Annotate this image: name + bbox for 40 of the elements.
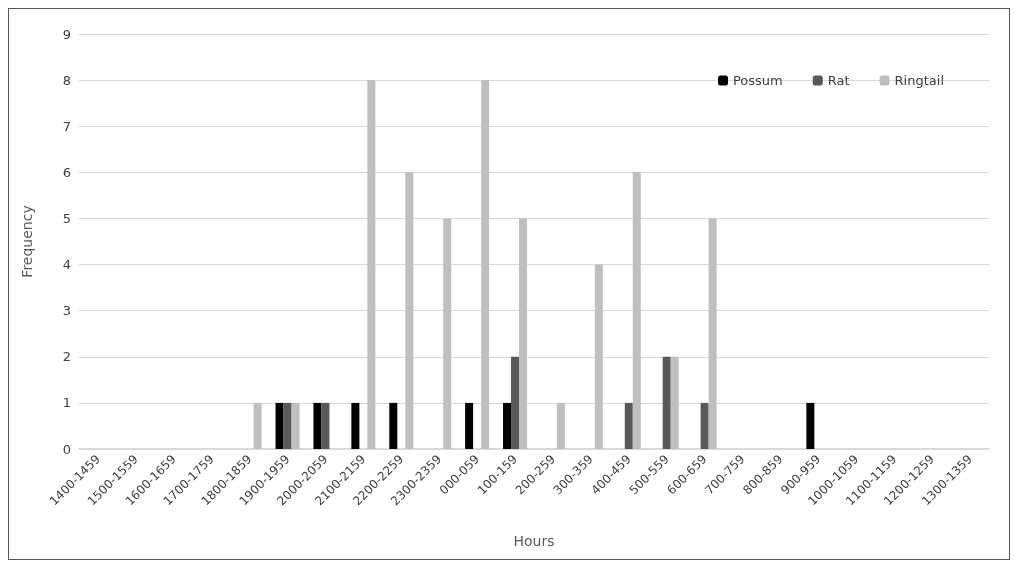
y-tick-label: 5	[62, 210, 71, 226]
bar	[481, 80, 490, 449]
bar	[670, 356, 679, 449]
legend-label: Ringtail	[894, 73, 945, 88]
y-tick-label: 7	[62, 118, 71, 134]
bar	[283, 402, 292, 449]
bar	[503, 402, 512, 449]
bar	[405, 172, 414, 449]
bar	[351, 402, 360, 449]
y-tick-label: 9	[62, 26, 71, 42]
bar	[632, 172, 641, 449]
bar	[511, 356, 520, 449]
bar	[708, 218, 717, 449]
y-tick-label: 1	[62, 395, 71, 411]
legend-label: Rat	[827, 73, 850, 88]
legend-label: Possum	[732, 73, 783, 88]
y-tick-label: 2	[62, 349, 71, 365]
bar	[556, 402, 565, 449]
y-tick-label: 0	[62, 441, 71, 457]
bar	[624, 402, 633, 449]
bar	[367, 80, 376, 449]
bar	[519, 218, 528, 449]
bar	[321, 402, 330, 449]
bar	[662, 356, 671, 449]
bar	[465, 402, 474, 449]
bar	[806, 402, 815, 449]
bar	[443, 218, 452, 449]
y-tick-label: 6	[62, 164, 71, 180]
bar	[389, 402, 398, 449]
bar	[253, 402, 262, 449]
y-tick-label: 8	[62, 72, 71, 88]
bar	[594, 264, 603, 449]
y-axis-title: Frequency	[19, 205, 35, 278]
bar	[700, 402, 709, 449]
y-tick-label: 3	[62, 303, 71, 319]
bar	[291, 402, 300, 449]
x-axis-title: Hours	[513, 533, 555, 549]
y-tick-label: 4	[62, 257, 71, 273]
bar	[275, 402, 284, 449]
bar	[313, 402, 322, 449]
